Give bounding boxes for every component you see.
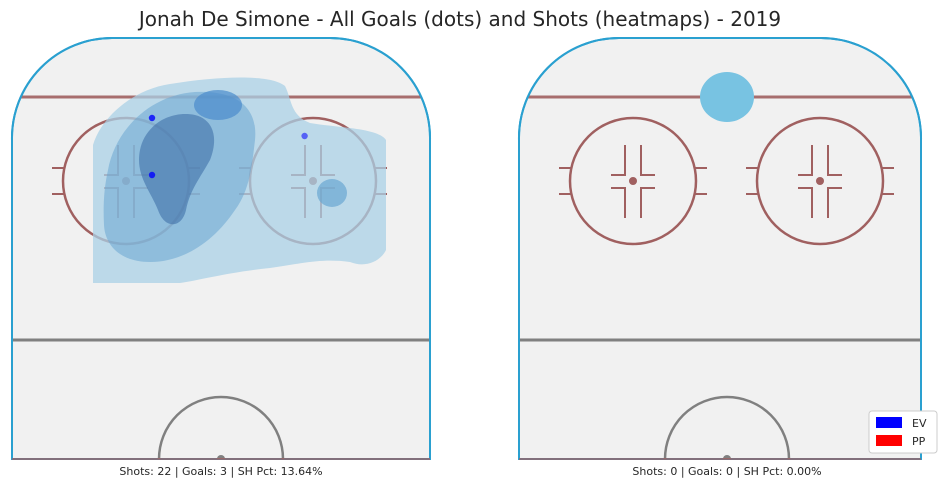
figure-title: Jonah De Simone - All Goals (dots) and S… — [137, 7, 781, 31]
rink-panel-right: EV PP Shots: 0 | Goals: 0 | SH Pct: 0.00… — [519, 38, 937, 489]
heatmap-hotspot-top — [194, 90, 242, 120]
goal-crease — [700, 72, 754, 122]
legend-swatch-ev — [876, 417, 902, 428]
goal-dot — [301, 133, 307, 139]
goal-dot — [149, 115, 155, 121]
rink-panel-left: Shots: 22 | Goals: 3 | SH Pct: 13.64% — [12, 38, 430, 489]
legend-label-pp: PP — [912, 435, 926, 448]
panel-caption-left: Shots: 22 | Goals: 3 | SH Pct: 13.64% — [119, 465, 322, 478]
legend-label-ev: EV — [912, 417, 927, 430]
legend-swatch-pp — [876, 435, 902, 446]
panel-caption-right: Shots: 0 | Goals: 0 | SH Pct: 0.00% — [632, 465, 821, 478]
heatmap-hotspot-right — [317, 179, 347, 207]
goal-dot — [149, 172, 155, 178]
legend: EV PP — [869, 411, 937, 453]
